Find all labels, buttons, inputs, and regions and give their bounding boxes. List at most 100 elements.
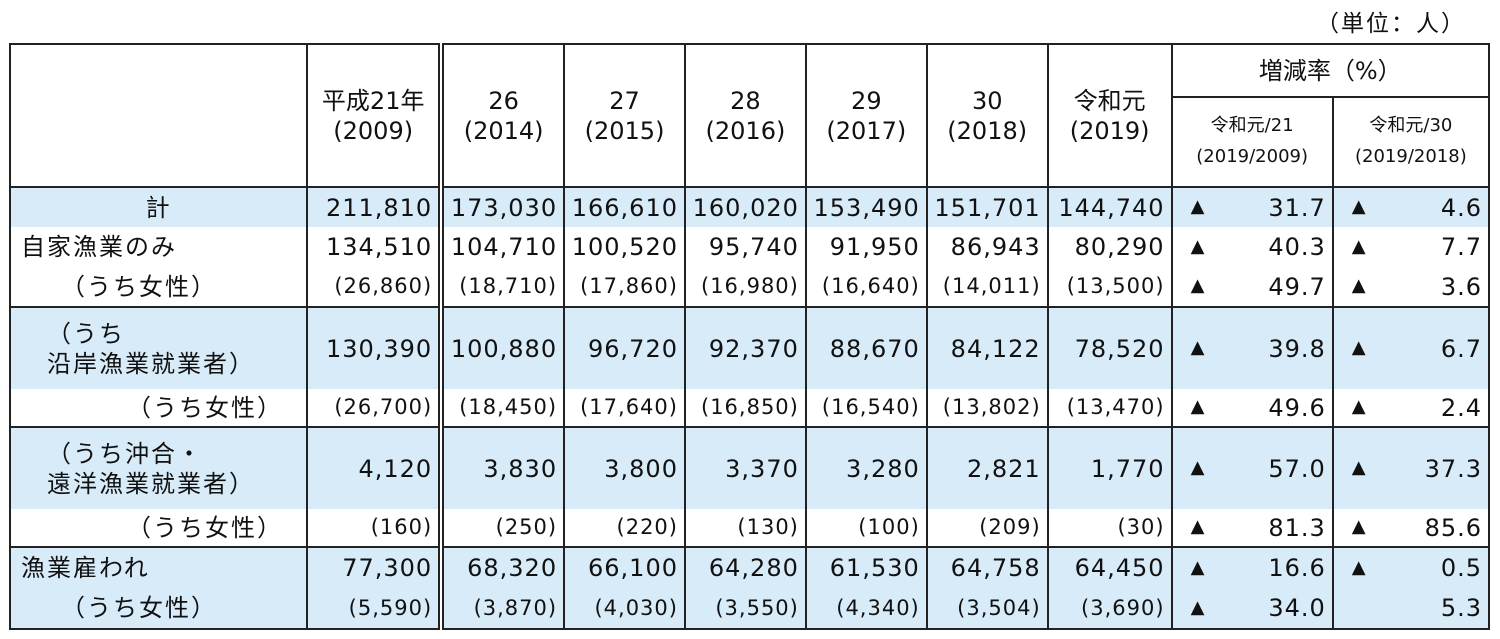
cell-value: (14,011): [925, 267, 1049, 308]
unit-label: （単位：人）: [1316, 11, 1466, 37]
cell-value: 100,880: [440, 306, 566, 389]
table-row: 漁業雇われ 77,300 68,320 66,100 64,280 61,530…: [8, 546, 1491, 588]
rate-cell: ▲ 49.6: [1170, 389, 1334, 428]
cell-value: 151,701: [925, 186, 1049, 227]
cell-value: (3,690): [1046, 588, 1173, 630]
cell-value: 92,370: [683, 306, 807, 389]
cell-value: 91,950: [804, 227, 928, 267]
cell-value: 160,020: [683, 186, 807, 227]
row-label: （うち女性）: [8, 588, 309, 630]
decrease-triangle-icon: ▲: [1351, 235, 1367, 257]
cell-value: 86,943: [925, 227, 1049, 267]
cell-value: 3,370: [683, 426, 807, 509]
decrease-triangle-icon: ▲: [1351, 196, 1367, 218]
table-row: （うち女性） (26,700) (18,450) (17,640) (16,85…: [8, 389, 1491, 428]
rate-cell: ▲ 40.3: [1170, 227, 1334, 267]
table-row: （うち沖合・ 遠洋漁業就業者） 4,120 3,830 3,800 3,370 3…: [8, 426, 1491, 509]
cell-value: 66,100: [563, 546, 686, 588]
rate-cell: ▲ 39.8: [1170, 306, 1334, 389]
table-row: （うち 沿岸漁業就業者） 130,390 100,880 96,720 92,37…: [8, 306, 1491, 389]
rate-cell: ▲ 6.7: [1331, 306, 1491, 389]
decrease-triangle-icon: ▲: [1190, 457, 1206, 479]
cell-value: 64,450: [1046, 546, 1173, 588]
cell-value: 100,520: [563, 227, 686, 267]
year-header-2016: 28 (2016): [683, 43, 807, 188]
table-row: （うち女性） (160) (250) (220) (130) (100) (20…: [8, 509, 1491, 548]
rate-cell: ▲ 2.4: [1331, 389, 1491, 428]
cell-value: 64,280: [683, 546, 807, 588]
decrease-triangle-icon: ▲: [1190, 516, 1206, 538]
row-label: （うち女性）: [8, 509, 309, 548]
cell-value: 64,758: [925, 546, 1049, 588]
year-header-2015: 27 (2015): [563, 43, 686, 188]
fishery-workers-table: 平成21年 (2009) 26 (2014) 27 (2015) 28 (2016) 2…: [8, 43, 1491, 630]
cell-value: 68,320: [440, 546, 566, 588]
cell-value: (13,500): [1046, 267, 1173, 308]
row-label: （うち女性）: [8, 389, 309, 428]
cell-value: (5,590): [306, 588, 445, 630]
cell-value: (16,540): [804, 389, 928, 428]
cell-value: (16,640): [804, 267, 928, 308]
decrease-triangle-icon: ▲: [1190, 396, 1206, 418]
rate-cell: ▲ 49.7: [1170, 267, 1334, 308]
rate-cell: ▲ 34.0: [1170, 588, 1334, 630]
cell-value: 61,530: [804, 546, 928, 588]
cell-value: 4,120: [306, 426, 445, 509]
rate-header-2019-2009: 令和元/21 (2019/2009): [1170, 96, 1334, 188]
cell-value: (160): [306, 509, 445, 548]
rate-cell: ▲ 37.3: [1331, 426, 1491, 509]
cell-value: (130): [683, 509, 807, 548]
year-header-2019: 令和元 (2019): [1046, 43, 1173, 188]
decrease-triangle-icon: ▲: [1190, 196, 1206, 218]
cell-value: (220): [563, 509, 686, 548]
decrease-triangle-icon: ▲: [1190, 556, 1206, 578]
cell-value: (16,980): [683, 267, 807, 308]
cell-value: 130,390: [306, 306, 445, 389]
cell-value: (18,710): [440, 267, 566, 308]
rate-cell: ▲ 7.7: [1331, 227, 1491, 267]
cell-value: (16,850): [683, 389, 807, 428]
cell-value: (26,700): [306, 389, 445, 428]
cell-value: 144,740: [1046, 186, 1173, 227]
cell-value: 96,720: [563, 306, 686, 389]
cell-value: 88,670: [804, 306, 928, 389]
rate-header-2019-2018: 令和元/30 (2019/2018): [1331, 96, 1491, 188]
cell-value: 80,290: [1046, 227, 1173, 267]
decrease-triangle-icon: ▲: [1351, 275, 1367, 297]
cell-value: (3,550): [683, 588, 807, 630]
year-header-2017: 29 (2017): [804, 43, 928, 188]
cell-value: (30): [1046, 509, 1173, 548]
cell-value: 78,520: [1046, 306, 1173, 389]
table-row: 自家漁業のみ 134,510 104,710 100,520 95,740 91…: [8, 227, 1491, 267]
year-header-2014: 26 (2014): [440, 43, 566, 188]
decrease-triangle-icon: ▲: [1190, 235, 1206, 257]
cell-value: 1,770: [1046, 426, 1173, 509]
table-row: （うち女性） (26,860) (18,710) (17,860) (16,98…: [8, 267, 1491, 308]
year-header-2009: 平成21年 (2009): [306, 43, 445, 188]
rate-group-header: 増減率（%）: [1170, 43, 1491, 98]
cell-value: (209): [925, 509, 1049, 548]
rate-cell: 5.3: [1331, 588, 1491, 630]
cell-value: 104,710: [440, 227, 566, 267]
cell-value: (250): [440, 509, 566, 548]
cell-value: 3,830: [440, 426, 566, 509]
cell-value: (26,860): [306, 267, 445, 308]
cell-value: (3,870): [440, 588, 566, 630]
rate-cell: ▲ 3.6: [1331, 267, 1491, 308]
cell-value: (17,860): [563, 267, 686, 308]
rate-cell: ▲ 4.6: [1331, 186, 1491, 227]
row-label-header: [8, 43, 309, 188]
cell-value: (4,340): [804, 588, 928, 630]
cell-value: 134,510: [306, 227, 445, 267]
cell-value: 2,821: [925, 426, 1049, 509]
rate-cell: ▲ 16.6: [1170, 546, 1334, 588]
cell-value: 77,300: [306, 546, 445, 588]
row-label: 自家漁業のみ: [8, 227, 309, 267]
rate-cell: ▲ 85.6: [1331, 509, 1491, 548]
decrease-triangle-icon: ▲: [1351, 556, 1367, 578]
decrease-triangle-icon: ▲: [1351, 516, 1367, 538]
row-label: （うち 沿岸漁業就業者）: [8, 306, 309, 389]
decrease-triangle-icon: ▲: [1190, 596, 1206, 618]
cell-value: (13,802): [925, 389, 1049, 428]
cell-value: (17,640): [563, 389, 686, 428]
